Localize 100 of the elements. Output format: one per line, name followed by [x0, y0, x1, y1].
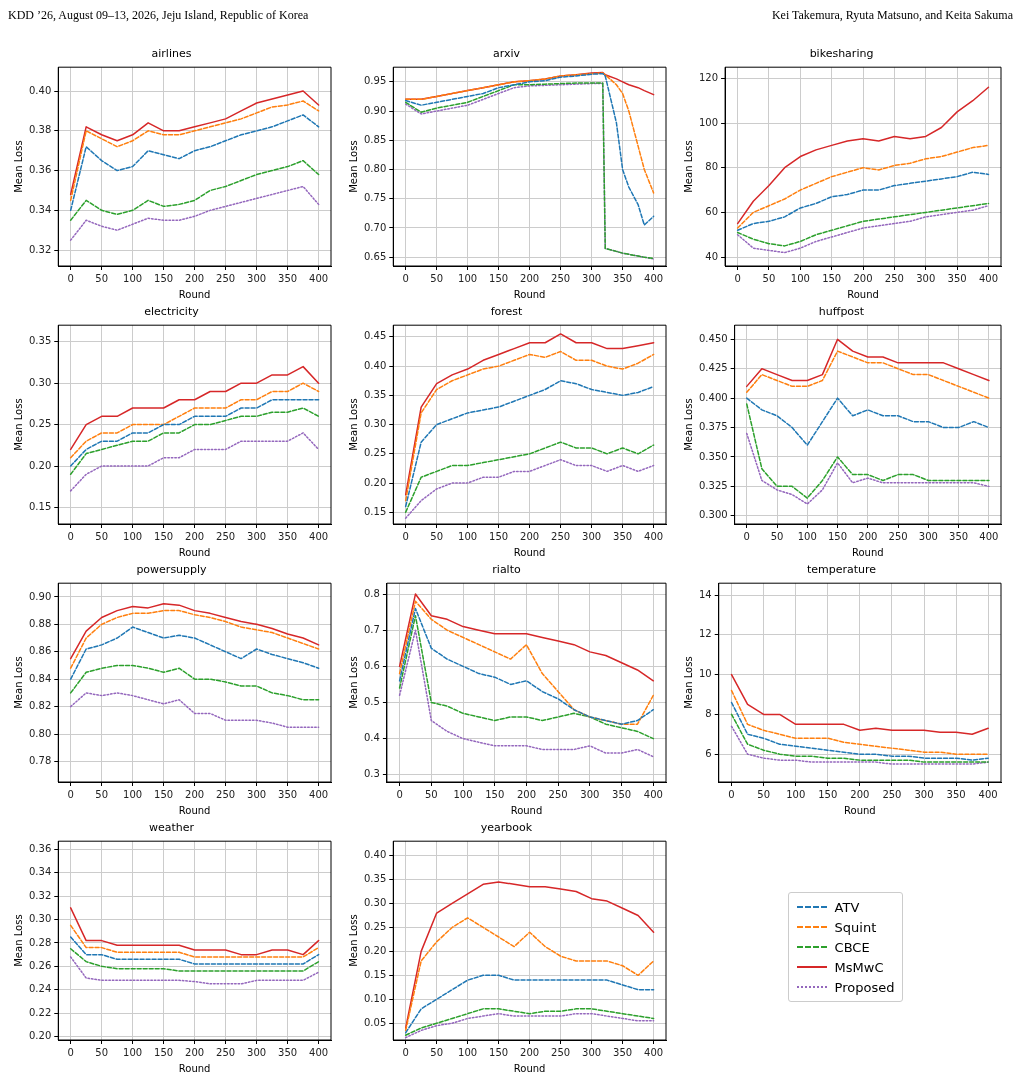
y-tick-label: 0.3	[364, 768, 380, 780]
y-tick-label: 40	[705, 250, 719, 262]
y-tick-label: 0.5	[364, 696, 380, 708]
y-axis-title: Mean Loss	[12, 140, 24, 193]
x-tick-label: 150	[822, 272, 842, 284]
line-series	[404, 82, 655, 260]
line-series	[69, 609, 320, 669]
x-tick-label: 150	[154, 788, 174, 800]
x-tick-label: 150	[818, 788, 838, 800]
x-tick-label: 50	[95, 272, 109, 284]
line-series	[398, 629, 655, 758]
line-series	[69, 432, 320, 492]
y-tick-label: 0.30	[364, 418, 387, 430]
x-tick-label: 250	[216, 1046, 236, 1058]
x-tick-label: 350	[613, 272, 633, 284]
x-tick-label: 0	[728, 788, 735, 800]
x-tick-label: 400	[979, 530, 999, 542]
x-tick-label: 300	[582, 1046, 602, 1058]
x-tick-label: 400	[643, 788, 663, 800]
line-series	[69, 382, 320, 459]
line-series	[69, 185, 320, 241]
y-tick-label: 0.35	[364, 873, 387, 885]
line-series	[69, 956, 320, 985]
chart-title: powersupply	[136, 563, 208, 577]
x-tick-label: 300	[918, 530, 938, 542]
x-tick-label: 300	[582, 272, 602, 284]
chart-title: huffpost	[818, 305, 865, 319]
x-tick-label: 150	[154, 530, 174, 542]
y-axis-title: Mean Loss	[682, 140, 694, 193]
x-tick-label: 150	[154, 1046, 174, 1058]
y-tick-label: 0.75	[364, 192, 387, 204]
chart-title: airlines	[151, 47, 192, 61]
x-tick-label: 400	[309, 530, 329, 542]
x-axis-title: Round	[178, 1062, 211, 1074]
y-tick-label: 0.30	[364, 897, 387, 909]
x-tick-label: 300	[247, 1046, 267, 1058]
y-axis-title: Mean Loss	[12, 656, 24, 709]
y-tick-label: 0.25	[364, 447, 387, 459]
x-tick-label: 250	[882, 788, 902, 800]
y-tick-label: 0.80	[364, 163, 387, 175]
y-tick-label: 0.40	[364, 359, 387, 371]
y-tick-label: 8	[705, 708, 712, 719]
x-tick-label: 350	[946, 788, 966, 800]
y-tick-label: 0.26	[29, 959, 52, 971]
y-tick-label: 0.45	[364, 330, 387, 342]
y-tick-label: 0.425	[698, 362, 728, 374]
line-series	[736, 171, 990, 232]
x-tick-label: 100	[123, 530, 143, 542]
text: Kei Takemura, Ryuta Matsuno, and Keita Sakuma	[771, 8, 1013, 23]
y-tick-label: 0.20	[364, 476, 387, 488]
line-series	[730, 713, 989, 763]
y-tick-label: 0.40	[364, 849, 387, 861]
y-tick-label: 0.38	[29, 124, 52, 136]
y-tick-label: 0.32	[29, 889, 52, 901]
chart-title: temperature	[806, 563, 877, 577]
x-tick-label: 50	[430, 530, 444, 542]
y-tick-label: 120	[698, 71, 719, 83]
x-tick-label: 100	[123, 1046, 143, 1058]
x-tick-label: 50	[95, 1046, 109, 1058]
legend-label: Proposed	[834, 979, 895, 995]
y-tick-label: 60	[705, 205, 719, 217]
line-series	[69, 399, 320, 467]
text: KDD ’26, August 09–13, 2026, Jeju Island, Republic of Korea	[8, 8, 309, 23]
y-axis-title: Mean Loss	[347, 656, 359, 709]
x-tick-label: 350	[613, 530, 633, 542]
x-tick-label: 200	[850, 788, 870, 800]
x-tick-label: 200	[185, 1046, 205, 1058]
y-axis-title: Mean Loss	[347, 140, 359, 193]
x-tick-label: 50	[762, 272, 776, 284]
chart-title: rialto	[492, 563, 521, 577]
y-axis-title: Mean Loss	[12, 398, 24, 451]
legend-label: ATV	[834, 899, 860, 915]
x-tick-label: 350	[278, 788, 298, 800]
y-tick-label: 0.10	[364, 992, 387, 1004]
line-series	[745, 350, 990, 399]
legend-label: MsMwC	[834, 959, 884, 975]
y-tick-label: 14	[698, 588, 712, 600]
x-axis-title: Round	[844, 804, 876, 816]
y-tick-label: 0.20	[364, 944, 387, 956]
x-tick-label: 200	[516, 788, 536, 800]
x-tick-label: 50	[757, 788, 770, 800]
x-tick-label: 100	[786, 788, 806, 800]
x-tick-label: 400	[644, 1046, 664, 1058]
y-tick-label: 0.25	[364, 921, 387, 933]
chart-title: forest	[490, 305, 524, 319]
x-tick-label: 400	[309, 1046, 329, 1058]
x-tick-label: 100	[123, 788, 143, 800]
x-tick-label: 100	[458, 530, 478, 542]
x-tick-label: 300	[916, 272, 936, 284]
x-tick-label: 0	[402, 1046, 409, 1058]
x-tick-label: 400	[644, 272, 664, 284]
line-series	[736, 202, 990, 247]
line-series	[69, 159, 320, 222]
x-tick-label: 250	[551, 272, 571, 284]
x-tick-label: 0	[743, 530, 750, 542]
x-tick-label: 100	[458, 1046, 478, 1058]
x-tick-label: 0	[67, 788, 74, 800]
x-tick-label: 0	[402, 530, 409, 542]
x-tick-label: 300	[247, 788, 267, 800]
y-tick-label: 0.90	[29, 590, 52, 602]
